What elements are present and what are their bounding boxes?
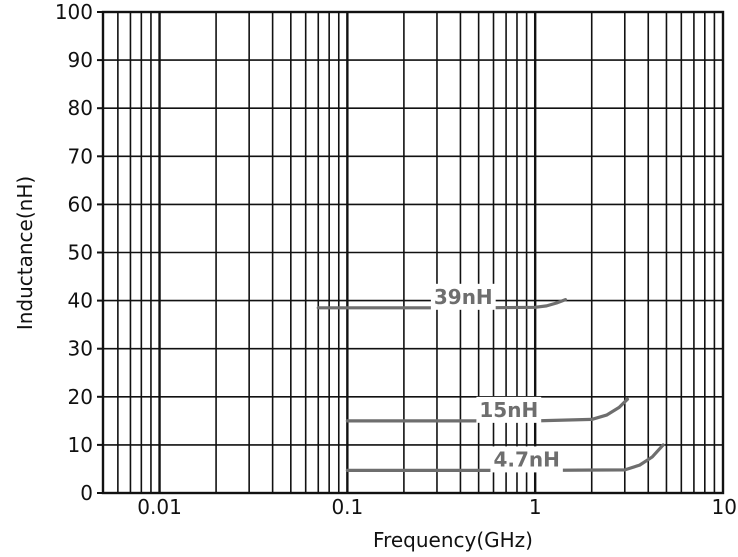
y-tick-label: 40: [68, 289, 93, 313]
series-label-background: [476, 396, 542, 423]
series-labels: 39nH 15nH 4.7nH: [430, 283, 563, 473]
x-tick-label: 0.1: [331, 495, 363, 519]
x-axis-title: Frequency(GHz): [373, 528, 533, 552]
y-tick-label: 80: [68, 96, 93, 120]
x-tick-label: 1: [529, 495, 542, 519]
y-tick-label: 0: [80, 481, 93, 505]
series-label-background: [490, 446, 563, 473]
series-label-background: [430, 283, 496, 310]
y-tick-label: 60: [68, 192, 93, 216]
series-label: 39nH: [434, 285, 493, 309]
x-tick-label: 0.01: [137, 495, 182, 519]
series-label: 15nH: [479, 398, 538, 422]
y-tick-label: 70: [68, 144, 93, 168]
y-tick-label: 90: [68, 48, 93, 72]
y-tick-label: 10: [68, 433, 93, 457]
y-tick-label: 30: [68, 337, 93, 361]
y-tick-label: 100: [55, 0, 93, 24]
x-tick-label: 10: [712, 495, 737, 519]
series-label: 4.7nH: [493, 447, 559, 471]
y-tick-label: 20: [68, 385, 93, 409]
y-axis-title: Inductance(nH): [13, 176, 37, 330]
tick-labels: 0 10 20 30 40 50 60 70 80 90 100 0.01 0.1 1 10: [55, 0, 737, 519]
y-tick-label: 50: [68, 241, 93, 265]
